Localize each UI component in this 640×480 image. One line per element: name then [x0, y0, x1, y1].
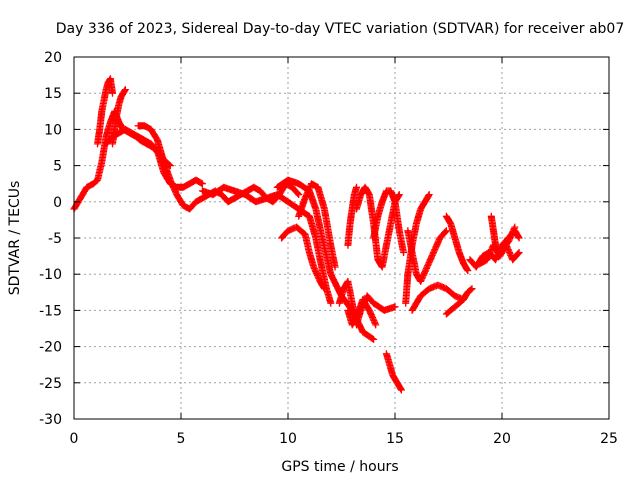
- data-point-markers: [404, 227, 450, 285]
- x-tick-label: 15: [386, 431, 404, 447]
- x-tick-label: 25: [600, 431, 618, 447]
- data-point-markers: [344, 183, 360, 249]
- series-track-h: [278, 223, 328, 293]
- y-tick-label: -25: [39, 376, 62, 392]
- data-points: [70, 75, 523, 394]
- series-track-n: [370, 187, 408, 256]
- y-tick-label: -5: [48, 231, 62, 247]
- y-tick-label: 5: [53, 159, 62, 175]
- series-track-b-spike1: [94, 75, 116, 148]
- series-track-q: [404, 227, 450, 285]
- series-track-t: [442, 212, 472, 275]
- series-track-l: [344, 183, 360, 249]
- series-track-r: [408, 281, 467, 314]
- series-track-s: [442, 285, 476, 318]
- data-point-markers: [382, 350, 405, 394]
- y-tick-label: 10: [44, 122, 62, 138]
- series-track-o: [382, 350, 405, 394]
- y-tick-label: -15: [39, 303, 62, 319]
- axis-ticks: 0 5 10 15 20 25 20 15 10 5 0 -5 -10 -15 -20 -25 -30: [39, 50, 618, 447]
- series-track-i: [295, 180, 339, 271]
- data-point-markers: [408, 281, 467, 314]
- y-tick-label: -20: [39, 340, 62, 356]
- y-tick-label: -10: [39, 267, 62, 283]
- y-tick-label: 15: [44, 86, 62, 102]
- chart-title: Day 336 of 2023, Sidereal Day-to-day VTE…: [56, 21, 625, 37]
- data-point-markers: [370, 187, 408, 256]
- series-track-w: [487, 212, 519, 256]
- data-point-markers: [344, 296, 380, 329]
- series-track-m: [353, 183, 403, 271]
- x-tick-label: 20: [493, 431, 511, 447]
- data-point-markers: [442, 212, 472, 275]
- y-tick-label: -30: [39, 412, 62, 428]
- data-point-markers: [487, 212, 519, 256]
- y-axis-label: SDTVAR / TECUs: [7, 181, 23, 296]
- data-point-markers: [353, 183, 403, 271]
- x-tick-label: 5: [177, 431, 186, 447]
- x-tick-label: 0: [70, 431, 79, 447]
- data-point-markers: [94, 75, 116, 148]
- y-tick-label: 0: [53, 195, 62, 211]
- grid: [74, 57, 609, 419]
- x-axis-label: GPS time / hours: [281, 459, 398, 475]
- data-point-markers: [295, 180, 339, 271]
- data-point-markers: [278, 223, 328, 293]
- y-tick-label: 20: [44, 50, 62, 66]
- data-point-markers: [442, 285, 476, 318]
- x-tick-label: 10: [279, 431, 297, 447]
- series-track-k: [344, 296, 380, 329]
